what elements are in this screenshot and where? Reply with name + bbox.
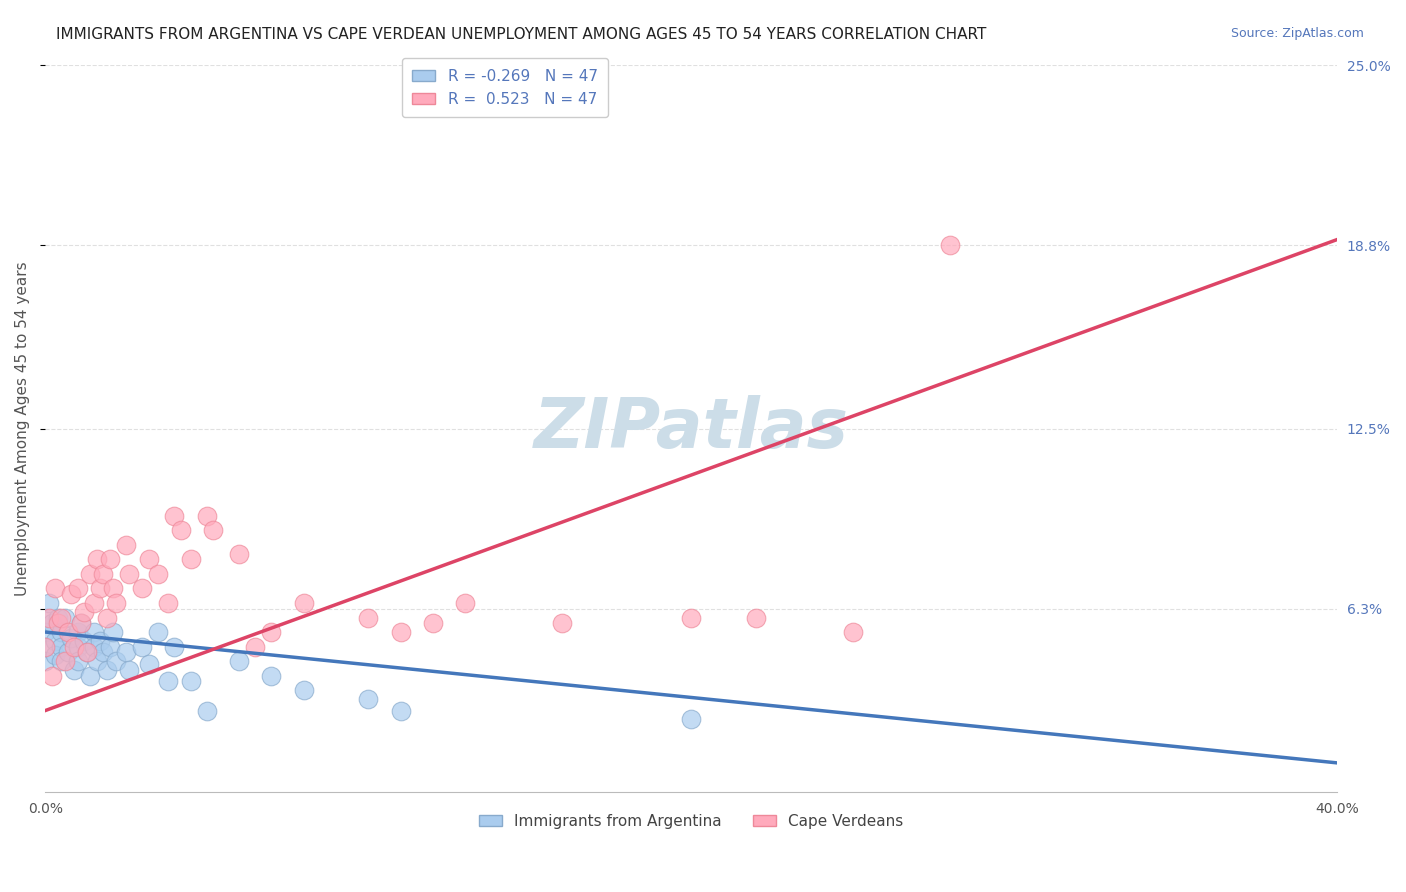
Point: [66, 625, 89, 640]
Point: [101, 582, 124, 596]
Point: [34, 654, 56, 668]
Text: ZIPatlas: ZIPatlas: [534, 395, 849, 462]
Point: [34, 640, 56, 654]
Point: [245, 640, 267, 654]
Point: [422, 616, 444, 631]
Point: [105, 596, 128, 610]
Point: [34, 625, 56, 640]
Point: [118, 566, 141, 581]
Point: [86, 552, 108, 566]
Point: [93, 566, 115, 581]
Point: [202, 523, 225, 537]
Point: [89, 633, 111, 648]
Point: [96, 610, 118, 624]
Point: [41, 616, 63, 631]
Point: [148, 566, 170, 581]
Point: [357, 610, 380, 624]
Point: [93, 645, 115, 659]
Point: [454, 596, 477, 610]
Point: [389, 704, 412, 718]
Point: [73, 605, 96, 619]
Point: [63, 640, 86, 654]
Point: [46, 616, 69, 631]
Point: [138, 657, 160, 671]
Point: [34, 610, 56, 624]
Point: [170, 523, 193, 537]
Point: [357, 692, 380, 706]
Point: [260, 625, 283, 640]
Point: [76, 645, 98, 659]
Point: [163, 640, 186, 654]
Point: [551, 616, 574, 631]
Text: Source: ZipAtlas.com: Source: ZipAtlas.com: [1230, 27, 1364, 40]
Point: [105, 654, 128, 668]
Point: [115, 645, 138, 659]
Point: [53, 654, 76, 668]
Point: [260, 668, 283, 682]
Point: [51, 625, 73, 640]
Point: [131, 582, 153, 596]
Point: [292, 683, 315, 698]
Point: [83, 625, 105, 640]
Point: [195, 704, 218, 718]
Point: [66, 582, 89, 596]
Point: [101, 625, 124, 640]
Point: [38, 596, 60, 610]
Point: [228, 547, 250, 561]
Point: [63, 663, 86, 677]
Point: [73, 633, 96, 648]
Point: [389, 625, 412, 640]
Point: [83, 640, 105, 654]
Point: [69, 616, 91, 631]
Point: [86, 654, 108, 668]
Point: [115, 538, 138, 552]
Point: [79, 668, 101, 682]
Point: [66, 654, 89, 668]
Point: [180, 552, 202, 566]
Point: [292, 596, 315, 610]
Point: [156, 596, 179, 610]
Point: [98, 640, 121, 654]
Point: [228, 654, 250, 668]
Point: [138, 552, 160, 566]
Point: [51, 640, 73, 654]
Point: [89, 582, 111, 596]
Point: [60, 631, 83, 645]
Point: [38, 610, 60, 624]
Point: [841, 625, 863, 640]
Point: [156, 674, 179, 689]
Point: [745, 610, 768, 624]
Point: [76, 645, 98, 659]
Point: [148, 625, 170, 640]
Point: [51, 654, 73, 668]
Point: [69, 616, 91, 631]
Point: [96, 663, 118, 677]
Point: [44, 633, 66, 648]
Point: [56, 625, 79, 640]
Point: [118, 663, 141, 677]
Text: IMMIGRANTS FROM ARGENTINA VS CAPE VERDEAN UNEMPLOYMENT AMONG AGES 45 TO 54 YEARS: IMMIGRANTS FROM ARGENTINA VS CAPE VERDEA…: [56, 27, 987, 42]
Point: [681, 712, 703, 726]
Point: [163, 508, 186, 523]
Point: [56, 645, 79, 659]
Point: [938, 238, 960, 252]
Point: [79, 566, 101, 581]
Point: [83, 596, 105, 610]
Point: [131, 640, 153, 654]
Y-axis label: Unemployment Among Ages 45 to 54 years: Unemployment Among Ages 45 to 54 years: [15, 261, 30, 596]
Legend: Immigrants from Argentina, Cape Verdeans: Immigrants from Argentina, Cape Verdeans: [474, 808, 910, 835]
Point: [195, 508, 218, 523]
Point: [44, 648, 66, 663]
Point: [53, 610, 76, 624]
Point: [60, 587, 83, 601]
Point: [51, 610, 73, 624]
Point: [34, 640, 56, 654]
Point: [41, 668, 63, 682]
Point: [180, 674, 202, 689]
Point: [681, 610, 703, 624]
Point: [98, 552, 121, 566]
Point: [66, 640, 89, 654]
Point: [46, 610, 69, 624]
Point: [44, 582, 66, 596]
